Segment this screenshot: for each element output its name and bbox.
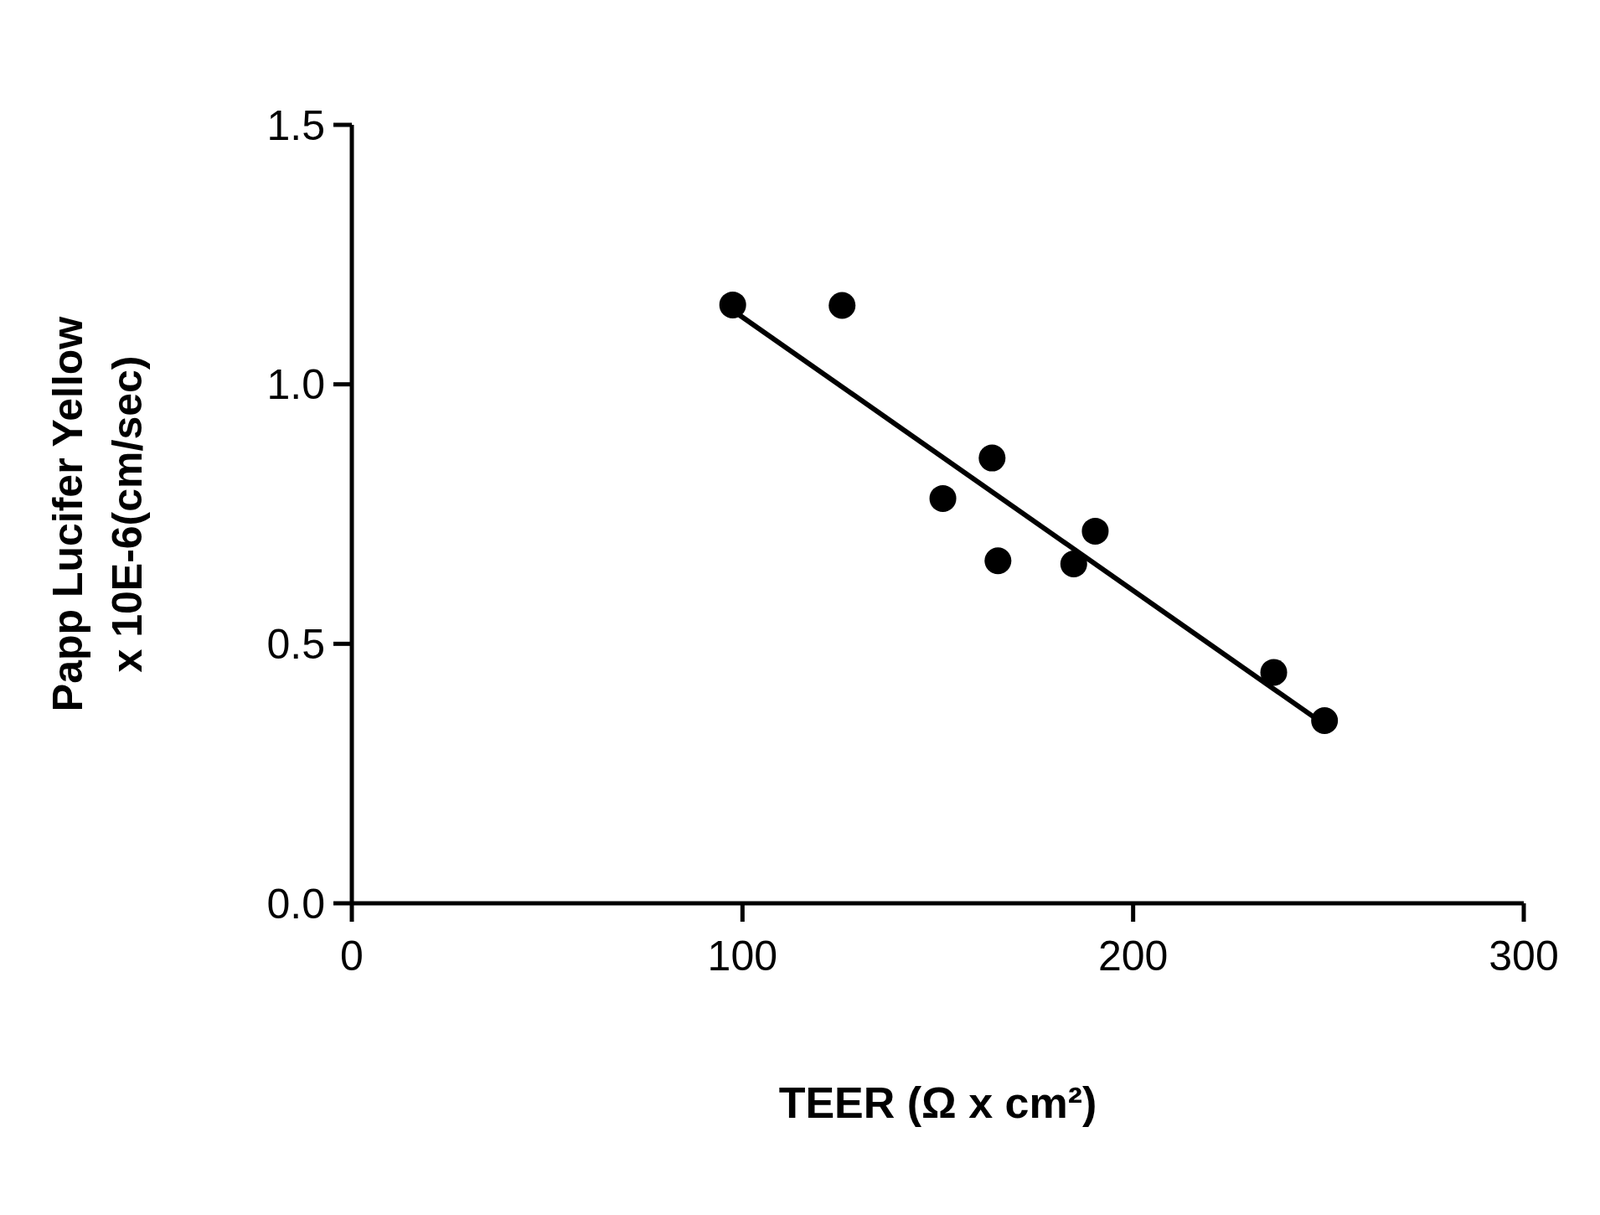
svg-text:300: 300 — [1488, 932, 1559, 980]
svg-text:0.0: 0.0 — [266, 880, 326, 928]
svg-text:1.5: 1.5 — [266, 102, 326, 150]
svg-text:200: 200 — [1098, 932, 1168, 980]
svg-text:x 10E-6(cm/sec): x 10E-6(cm/sec) — [103, 355, 151, 672]
svg-text:1.0: 1.0 — [266, 361, 326, 408]
svg-text:100: 100 — [707, 932, 778, 980]
svg-text:0: 0 — [340, 932, 364, 980]
svg-text:TEER (Ω x cm²): TEER (Ω x cm²) — [779, 1078, 1098, 1127]
svg-text:0.5: 0.5 — [266, 620, 326, 668]
svg-text:Papp Lucifer Yellow: Papp Lucifer Yellow — [44, 316, 92, 713]
